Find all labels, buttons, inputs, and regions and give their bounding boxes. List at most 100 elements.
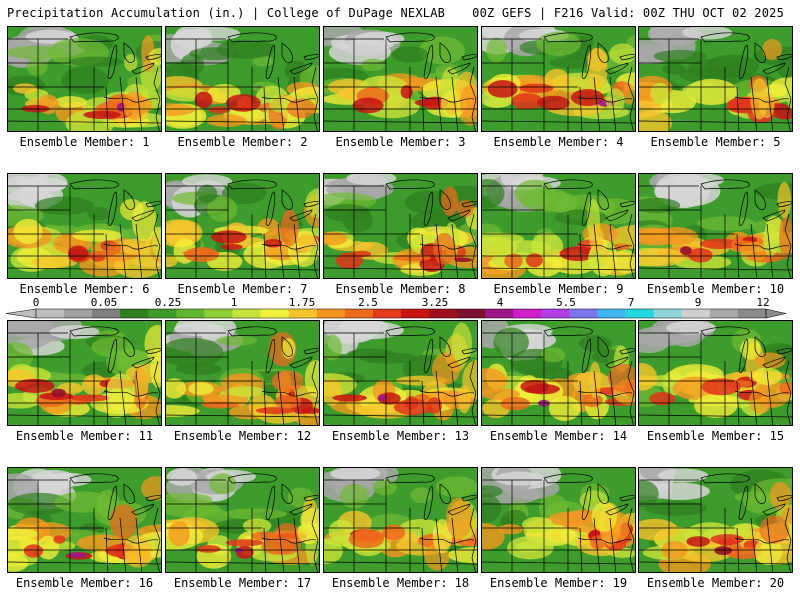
colorbar-tick-label: 0.05 — [90, 296, 118, 309]
ensemble-member-label: Ensemble Member: 17 — [173, 576, 312, 590]
ensemble-member-label: Ensemble Member: 7 — [177, 282, 308, 296]
colorbar-swatch — [232, 309, 262, 318]
colorbar-max-arrow — [765, 308, 787, 319]
colorbar-swatch — [92, 309, 121, 318]
colorbar-swatch — [148, 309, 177, 318]
colorbar-swatch — [653, 309, 683, 318]
colorbar-swatch — [569, 309, 599, 318]
colorbar-swatch — [597, 309, 627, 318]
precip-map — [166, 174, 319, 278]
colorbar-tick-label: 1 — [230, 296, 238, 309]
ensemble-member-label: Ensemble Member: 6 — [19, 282, 150, 296]
ensemble-member-map — [481, 320, 636, 426]
colorbar-swatch — [457, 309, 486, 318]
ensemble-member-label: Ensemble Member: 2 — [177, 135, 308, 149]
precip-map — [639, 27, 792, 131]
colorbar-tick-label: 9 — [694, 296, 702, 309]
colorbar-swatch — [709, 309, 739, 318]
ensemble-member-label: Ensemble Member: 10 — [646, 282, 785, 296]
colorbar-swatch — [344, 309, 374, 318]
precip-map — [166, 27, 319, 131]
run-valid-time: 00Z GEFS | F216 Valid: 00Z THU OCT 02 20… — [472, 6, 784, 20]
colorbar-tick-label: 0 — [32, 296, 40, 309]
precip-map — [482, 468, 635, 572]
ensemble-member-map — [638, 173, 793, 279]
precip-map — [639, 468, 792, 572]
colorbar-swatch — [401, 309, 430, 318]
ensemble-member-map — [7, 173, 162, 279]
ensemble-member-map — [481, 467, 636, 573]
colorbar-swatch — [288, 309, 318, 318]
colorbar-swatch — [260, 309, 290, 318]
colorbar-min-arrow — [5, 308, 37, 319]
precip-map — [324, 321, 477, 425]
colorbar-swatch — [120, 309, 149, 318]
ensemble-member-label: Ensemble Member: 8 — [335, 282, 466, 296]
ensemble-member-map — [638, 320, 793, 426]
colorbar-swatch — [429, 309, 458, 318]
colorbar-swatch — [513, 309, 542, 318]
precip-map — [482, 321, 635, 425]
precip-map — [639, 174, 792, 278]
ensemble-member-map — [7, 320, 162, 426]
ensemble-member-label: Ensemble Member: 16 — [15, 576, 154, 590]
ensemble-member-map — [165, 320, 320, 426]
ensemble-member-label: Ensemble Member: 13 — [331, 429, 470, 443]
colorbar-swatch — [485, 309, 514, 318]
ensemble-member-map — [323, 320, 478, 426]
ensemble-member-map — [638, 26, 793, 132]
colorbar-swatch — [64, 309, 93, 318]
precip-map — [324, 27, 477, 131]
ensemble-member-map — [323, 173, 478, 279]
colorbar-swatch — [316, 309, 346, 318]
colorbar-swatch — [681, 309, 711, 318]
ensemble-member-label: Ensemble Member: 20 — [646, 576, 785, 590]
ensemble-member-map — [481, 173, 636, 279]
colorbar-tick-label: 0.25 — [154, 296, 182, 309]
precip-map — [166, 468, 319, 572]
ensemble-member-label: Ensemble Member: 5 — [650, 135, 781, 149]
ensemble-member-map — [165, 173, 320, 279]
map-title: Precipitation Accumulation (in.) | Colle… — [7, 6, 446, 20]
ensemble-member-label: Ensemble Member: 11 — [15, 429, 154, 443]
colorbar-swatch — [176, 309, 205, 318]
colorbar-swatch — [36, 309, 65, 318]
ensemble-member-label: Ensemble Member: 1 — [19, 135, 150, 149]
precip-map — [8, 27, 161, 131]
precip-map — [8, 321, 161, 425]
precip-map — [8, 174, 161, 278]
precip-map — [324, 174, 477, 278]
ensemble-member-map — [323, 26, 478, 132]
ensemble-member-label: Ensemble Member: 12 — [173, 429, 312, 443]
colorbar-swatch — [737, 309, 767, 318]
ensemble-member-map — [7, 467, 162, 573]
precip-map — [639, 321, 792, 425]
ensemble-member-label: Ensemble Member: 14 — [489, 429, 628, 443]
ensemble-member-label: Ensemble Member: 15 — [646, 429, 785, 443]
ensemble-member-map — [7, 26, 162, 132]
ensemble-member-map — [481, 26, 636, 132]
colorbar-tick-label: 12 — [756, 296, 770, 309]
colorbar-tick-label: 3.25 — [421, 296, 449, 309]
colorbar-swatch — [372, 309, 402, 318]
precip-map — [8, 468, 161, 572]
colorbar-swatch — [541, 309, 570, 318]
ensemble-member-label: Ensemble Member: 4 — [493, 135, 624, 149]
ensemble-member-label: Ensemble Member: 19 — [489, 576, 628, 590]
colorbar-tick-label: 7 — [627, 296, 635, 309]
ensemble-member-label: Ensemble Member: 3 — [335, 135, 466, 149]
colorbar-swatch — [625, 309, 655, 318]
ensemble-member-label: Ensemble Member: 9 — [493, 282, 624, 296]
ensemble-member-label: Ensemble Member: 18 — [331, 576, 470, 590]
ensemble-member-map — [323, 467, 478, 573]
colorbar-swatch — [204, 309, 234, 318]
colorbar-tick-label: 5.5 — [556, 296, 576, 309]
ensemble-member-map — [165, 26, 320, 132]
precip-map — [482, 174, 635, 278]
colorbar-tick-label: 4 — [496, 296, 504, 309]
precip-map — [166, 321, 319, 425]
colorbar-tick-label: 2.5 — [358, 296, 378, 309]
precip-colorbar — [5, 308, 787, 319]
ensemble-member-map — [165, 467, 320, 573]
colorbar-tick-label: 1.75 — [288, 296, 316, 309]
